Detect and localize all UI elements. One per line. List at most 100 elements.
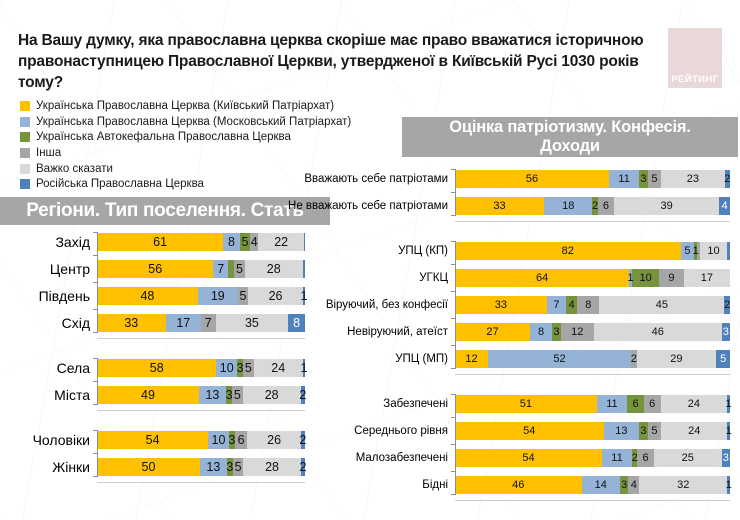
bar-segment xyxy=(302,260,305,278)
bar-segment: 10 xyxy=(631,269,660,287)
stacked-bar: 54 13 3 5 24 1 xyxy=(455,422,732,440)
stacked-bar: 82 5 1 10 xyxy=(455,242,730,260)
segment-value: 33 xyxy=(493,200,506,212)
segment-value: 35 xyxy=(244,316,259,330)
stacked-bar: 12 52 2 29 5 xyxy=(455,350,730,368)
bar-segment: 8 xyxy=(530,323,553,341)
bar-segment: 6 xyxy=(627,395,644,413)
chart-row: УГКЦ 64 1 10 9 17 xyxy=(250,269,730,287)
bar-segment: 11 xyxy=(602,449,632,467)
bar-segment: 3 xyxy=(228,431,235,449)
bar-segment xyxy=(303,233,305,251)
bar-segment: 5 xyxy=(232,458,244,476)
group-baseline xyxy=(455,221,730,222)
segment-value: 4 xyxy=(250,235,258,249)
bar-group: Села 58 10 3 5 24 1 Міста 49 13 3 5 28 2 xyxy=(10,358,307,411)
axis-tick xyxy=(93,430,97,431)
bar-segment: 46 xyxy=(593,323,722,341)
bar-segment: 2 xyxy=(299,431,306,449)
segment-value: 50 xyxy=(141,460,156,474)
segment-value: 10 xyxy=(639,272,652,284)
chart-row: Середнього рівня 54 13 3 5 24 1 xyxy=(250,422,732,440)
axis-tick xyxy=(451,215,455,216)
bar-segment: 32 xyxy=(639,476,728,494)
bar-segment: 2 xyxy=(299,458,306,476)
segment-value: 1 xyxy=(300,289,308,303)
right-panel-title-line-1: Оцінка патріотизму. Конфесія. xyxy=(449,118,691,136)
legend-item: Українська Православна Церква (Московськ… xyxy=(20,114,351,130)
segment-value: 7 xyxy=(553,299,560,311)
segment-value: 17 xyxy=(700,272,713,284)
stacked-bar: 48 19 5 26 1 xyxy=(97,287,308,305)
patriotism-confession-income-chart: Вважають себе патріотами 56 11 3 5 23 2 Не вваж… xyxy=(250,169,732,503)
bar-segment: 1 xyxy=(300,359,307,377)
row-label: Невіруючий, атеїст xyxy=(347,326,448,338)
bar-segment: 19 xyxy=(197,287,238,305)
segment-value: 64 xyxy=(536,272,549,284)
segment-value: 7 xyxy=(217,262,225,276)
bar-segment: 11 xyxy=(609,170,640,188)
bar-segment: 45 xyxy=(599,296,725,314)
legend-label: Українська Автокефальна Православна Церк… xyxy=(36,131,291,144)
segment-value: 32 xyxy=(677,479,690,491)
legend-swatch xyxy=(20,179,30,190)
segment-value: 46 xyxy=(512,479,525,491)
bar-segment: 4 xyxy=(250,233,259,251)
segment-value: 5 xyxy=(239,289,247,303)
legend-swatch xyxy=(20,163,30,174)
bar-segment: 5 xyxy=(647,422,662,440)
legend-swatch xyxy=(20,116,30,127)
bar-segment: 10 xyxy=(208,431,229,449)
bar-segment: 17 xyxy=(165,314,201,332)
segment-value: 4 xyxy=(568,299,575,311)
group-baseline xyxy=(455,374,730,375)
segment-value: 28 xyxy=(264,388,279,402)
bar-segment xyxy=(228,260,235,278)
chart-row: Жінки 50 13 3 5 28 2 xyxy=(10,458,306,476)
bar-segment: 9 xyxy=(659,269,684,287)
legend: Українська Православна Церква (Київський… xyxy=(20,98,351,192)
chart-row: Чоловіки 54 10 3 6 26 2 xyxy=(10,431,306,449)
row-label: Села xyxy=(56,360,90,376)
chart-row: Невіруючий, атеїст 27 8 3 12 46 3 xyxy=(250,323,730,341)
axis-tick xyxy=(93,404,97,405)
bar-segment: 8 xyxy=(577,296,600,314)
segment-value: 5 xyxy=(234,460,242,474)
segment-value: 2 xyxy=(299,388,307,402)
segment-value: 29 xyxy=(670,353,683,365)
segment-value: 2 xyxy=(724,299,731,311)
bar-segment: 3 xyxy=(620,476,629,494)
segment-value: 52 xyxy=(553,353,566,365)
bar-segment: 5 xyxy=(243,359,254,377)
axis-tick xyxy=(93,332,97,333)
segment-value: 24 xyxy=(688,425,701,437)
bar-segment: 28 xyxy=(242,386,301,404)
stacked-bar: 64 1 10 9 17 xyxy=(455,269,730,287)
segment-value: 25 xyxy=(681,452,694,464)
axis-tick xyxy=(451,417,455,418)
axis-tick xyxy=(93,232,97,233)
segment-value: 8 xyxy=(585,299,592,311)
bar-segment: 1 xyxy=(628,269,634,287)
segment-value: 48 xyxy=(140,289,155,303)
segment-value: 17 xyxy=(176,316,191,330)
axis-line xyxy=(455,394,456,495)
row-label: Середнього рівня xyxy=(354,425,448,437)
legend-item: Інша xyxy=(20,145,351,161)
row-label: Бідні xyxy=(422,479,448,491)
chart-row: Вважають себе патріотами 56 11 3 5 23 2 xyxy=(250,170,730,188)
bar-segment: 13 xyxy=(199,458,227,476)
bar-segment: 35 xyxy=(215,314,289,332)
segment-value: 49 xyxy=(141,388,155,402)
segment-value: 56 xyxy=(525,173,539,185)
bar-segment: 1 xyxy=(726,422,732,440)
stacked-bar: 56 11 3 5 23 2 xyxy=(455,170,730,188)
row-label: Віруючий, без конфесії xyxy=(325,299,448,311)
row-label: УГКЦ xyxy=(419,272,448,284)
bar-segment: 82 xyxy=(455,242,681,260)
segment-value: 8 xyxy=(228,235,235,249)
bar-segment: 24 xyxy=(661,422,728,440)
bar-segment: 5 xyxy=(232,386,243,404)
group-baseline xyxy=(97,482,305,483)
